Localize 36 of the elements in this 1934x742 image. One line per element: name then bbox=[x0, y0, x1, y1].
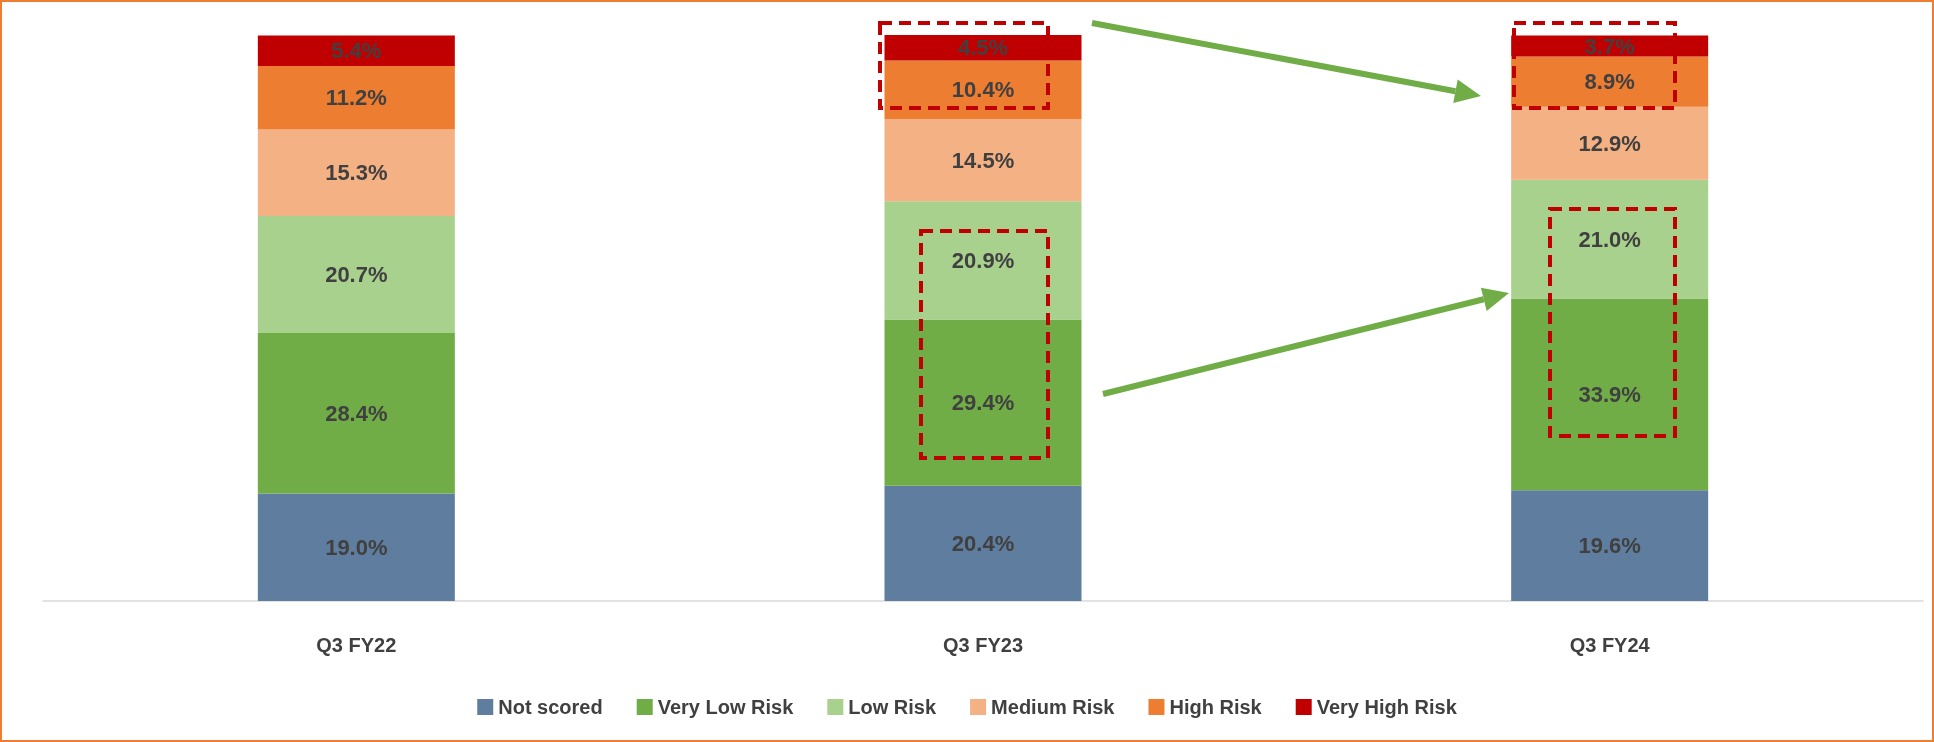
data-label: 8.9% bbox=[1584, 69, 1635, 95]
bar bbox=[257, 129, 455, 216]
data-label: 21.0% bbox=[1578, 226, 1641, 252]
data-label: 28.4% bbox=[325, 400, 388, 426]
legend-label: Low Risk bbox=[848, 696, 937, 718]
data-label: 33.9% bbox=[1578, 381, 1641, 407]
legend-label: High Risk bbox=[1169, 696, 1263, 718]
x-tick-label: Q3 FY22 bbox=[316, 634, 397, 656]
data-label: 3.7% bbox=[1584, 33, 1635, 59]
data-label: 12.9% bbox=[1578, 130, 1641, 156]
data-label: 14.5% bbox=[951, 147, 1015, 173]
bar bbox=[257, 332, 455, 494]
data-label: 20.7% bbox=[325, 261, 388, 287]
bar bbox=[257, 66, 455, 130]
bar bbox=[884, 485, 1082, 601]
data-label: 10.4% bbox=[951, 77, 1015, 103]
legend-label: Not scored bbox=[498, 696, 603, 718]
legend-label: Very High Risk bbox=[1316, 696, 1458, 718]
data-label: 19.6% bbox=[1578, 533, 1641, 559]
data-label: 5.4% bbox=[331, 38, 382, 64]
bar bbox=[884, 119, 1082, 202]
data-label: 11.2% bbox=[325, 85, 387, 111]
data-label: 19.0% bbox=[325, 534, 388, 560]
x-tick-label: Q3 FY23 bbox=[942, 634, 1024, 656]
data-label: 15.3% bbox=[325, 160, 388, 186]
data-label: 20.9% bbox=[951, 247, 1015, 273]
legend-label: Very Low Risk bbox=[657, 696, 795, 718]
data-label: 4.5% bbox=[957, 35, 1009, 61]
bar bbox=[257, 35, 455, 67]
bar bbox=[257, 493, 455, 601]
bar bbox=[257, 215, 455, 333]
x-tick-label: Q3 FY24 bbox=[1569, 634, 1651, 656]
data-label: 29.4% bbox=[951, 390, 1015, 416]
data-label: 20.4% bbox=[951, 530, 1015, 556]
bar bbox=[1511, 490, 1709, 601]
legend-label: Medium Risk bbox=[991, 696, 1116, 718]
